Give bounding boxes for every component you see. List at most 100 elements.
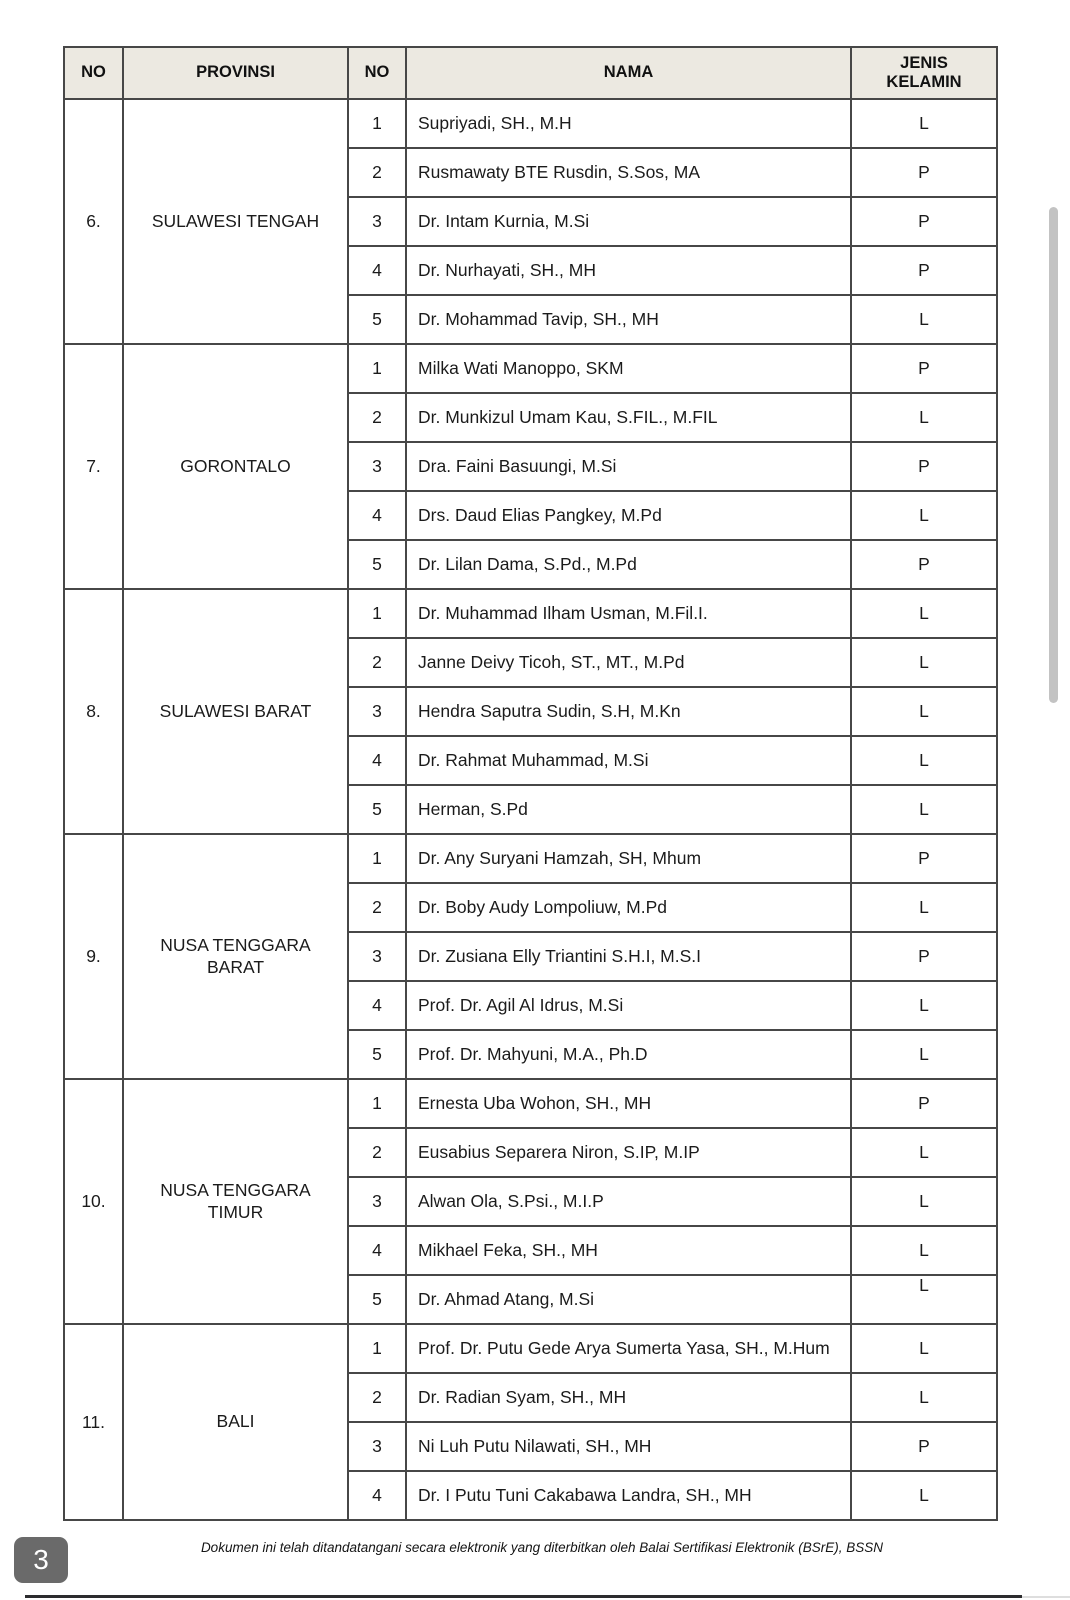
province-cell: NUSA TENGGARA TIMUR [122, 1078, 349, 1325]
gender-cell: L [850, 1225, 998, 1276]
table-row: 4 Prof. Dr. Agil Al Idrus, M.Si L [64, 980, 998, 1031]
gender-cell: P [850, 1078, 998, 1129]
gender-cell: P [850, 196, 998, 247]
member-number-cell: 5 [347, 1029, 407, 1080]
gender-cell: P [850, 931, 998, 982]
member-number-cell: 1 [347, 833, 407, 884]
province-names-table: NO PROVINSI NO NAMA JENIS KELAMIN 6. SULA… [63, 46, 998, 1521]
table-row: 4 Drs. Daud Elias Pangkey, M.Pd L [64, 490, 998, 541]
member-number-cell: 3 [347, 931, 407, 982]
table-row: 5 Dr. Mohammad Tavip, SH., MH L [64, 294, 998, 345]
member-name-cell: Janne Deivy Ticoh, ST., MT., M.Pd [405, 637, 852, 688]
table-row: 2 Rusmawaty BTE Rusdin, S.Sos, MA P [64, 147, 998, 198]
table-row: 8. SULAWESI BARAT 1 Dr. Muhammad Ilham Usma… [63, 588, 998, 835]
member-name-cell: Dr. Mohammad Tavip, SH., MH [405, 294, 852, 345]
table-row: 2 Dr. Munkizul Umam Kau, S.FIL., M.FIL L [64, 392, 998, 443]
member-name-cell: Dr. Lilan Dama, S.Pd., M.Pd [405, 539, 852, 590]
member-number-cell: 2 [347, 882, 407, 933]
member-name-cell: Prof. Dr. Agil Al Idrus, M.Si [405, 980, 852, 1031]
gender-cell: L [850, 882, 998, 933]
member-name-cell: Dr. Munkizul Umam Kau, S.FIL., M.FIL [405, 392, 852, 443]
member-number-cell: 4 [347, 1470, 407, 1521]
province-cell: SULAWESI TENGAH [122, 98, 349, 345]
table-row: 3 Dra. Faini Basuungi, M.Si P [64, 441, 998, 492]
member-name-cell: Dr. I Putu Tuni Cakabawa Landra, SH., MH [405, 1470, 852, 1521]
member-number-cell: 5 [347, 784, 407, 835]
gender-cell: L [850, 1323, 998, 1374]
member-number-cell: 3 [347, 686, 407, 737]
member-name-cell: Dr. Any Suryani Hamzah, SH, Mhum [405, 833, 852, 884]
gender-cell: P [850, 539, 998, 590]
table-row: 5 Dr. Lilan Dama, S.Pd., M.Pd P [64, 539, 998, 590]
gender-cell: P [850, 833, 998, 884]
gender-cell: P [850, 245, 998, 296]
member-number-cell: 1 [347, 1078, 407, 1129]
gender-cell: L [850, 490, 998, 541]
province-cell: SULAWESI BARAT [122, 588, 349, 835]
table-row: 4 Mikhael Feka, SH., MH L [64, 1225, 998, 1276]
member-number-cell: 1 [347, 1323, 407, 1374]
table-row: 6. SULAWESI TENGAH 1 Supriyadi, SH., M.H L [63, 98, 998, 345]
gender-cell: P [850, 147, 998, 198]
table-row: 4 Dr. Rahmat Muhammad, M.Si L [64, 735, 998, 786]
gender-cell: L [850, 588, 998, 639]
gender-cell: L [850, 686, 998, 737]
member-number-cell: 4 [347, 1225, 407, 1276]
member-name-cell: Prof. Dr. Mahyuni, M.A., Ph.D [405, 1029, 852, 1080]
member-name-cell: Mikhael Feka, SH., MH [405, 1225, 852, 1276]
electronic-signature-note: Dokumen ini telah ditandatangani secara … [200, 1540, 884, 1555]
member-number-cell: 2 [347, 147, 407, 198]
member-name-cell: Dra. Faini Basuungi, M.Si [405, 441, 852, 492]
gender-cell: L [850, 784, 998, 835]
group-number-cell: 8. [63, 588, 124, 835]
table-row: 11. BALI 1 Prof. Dr. Putu Gede Arya Sumerta… [63, 1323, 998, 1521]
member-name-cell: Dr. Muhammad Ilham Usman, M.Fil.I. [405, 588, 852, 639]
page-number-badge: 3 [14, 1537, 68, 1583]
table-row: 2 Dr. Radian Syam, SH., MH L [64, 1372, 998, 1423]
member-name-cell: Dr. Ahmad Atang, M.Si [405, 1274, 852, 1325]
page-bottom-edge-line [25, 1595, 1022, 1598]
header-cell-jenis-kelamin: JENIS KELAMIN [850, 46, 998, 100]
member-number-cell: 4 [347, 980, 407, 1031]
member-number-cell: 1 [347, 98, 407, 149]
member-name-cell: Supriyadi, SH., M.H [405, 98, 852, 149]
member-number-cell: 3 [347, 1421, 407, 1472]
scrollbar-thumb[interactable] [1049, 207, 1058, 703]
province-cell: BALI [122, 1323, 349, 1521]
member-name-cell: Prof. Dr. Putu Gede Arya Sumerta Yasa, S… [405, 1323, 852, 1374]
table-row: 3 Hendra Saputra Sudin, S.H, M.Kn L [64, 686, 998, 737]
member-name-cell: Dr. Rahmat Muhammad, M.Si [405, 735, 852, 786]
member-name-cell: Rusmawaty BTE Rusdin, S.Sos, MA [405, 147, 852, 198]
member-name-cell: Alwan Ola, S.Psi., M.I.P [405, 1176, 852, 1227]
gender-cell: L [850, 1029, 998, 1080]
header-cell-provinsi: PROVINSI [122, 46, 349, 100]
table-row: 2 Eusabius Separera Niron, S.IP, M.IP L [64, 1127, 998, 1178]
gender-cell: L [850, 1127, 998, 1178]
gender-cell: L [850, 294, 998, 345]
member-number-cell: 2 [347, 1127, 407, 1178]
page-number-label: 3 [33, 1544, 49, 1575]
member-name-cell: Herman, S.Pd [405, 784, 852, 835]
member-number-cell: 4 [347, 735, 407, 786]
member-name-cell: Dr. Zusiana Elly Triantini S.H.I, M.S.I [405, 931, 852, 982]
table-row: 3 Dr. Intam Kurnia, M.Si P [64, 196, 998, 247]
group-number-cell: 11. [63, 1323, 124, 1521]
table-row: 3 Alwan Ola, S.Psi., M.I.P L [64, 1176, 998, 1227]
table-row: 9. NUSA TENGGARA BARAT 1 Dr. Any Suryani Ha… [63, 833, 998, 1080]
table-row: 2 Dr. Boby Audy Lompoliuw, M.Pd L [64, 882, 998, 933]
table-row: 2 Janne Deivy Ticoh, ST., MT., M.Pd L [64, 637, 998, 688]
gender-cell: L [850, 1274, 998, 1325]
group-number-cell: 9. [63, 833, 124, 1080]
member-number-cell: 3 [347, 441, 407, 492]
member-number-cell: 2 [347, 637, 407, 688]
member-number-cell: 5 [347, 1274, 407, 1325]
gender-cell: L [850, 392, 998, 443]
table-row: 10. NUSA TENGGARA TIMUR 1 Ernesta Uba Wohon… [63, 1078, 998, 1325]
group-number-cell: 7. [63, 343, 124, 590]
gender-cell: L [850, 98, 998, 149]
member-name-cell: Hendra Saputra Sudin, S.H, M.Kn [405, 686, 852, 737]
table-body: 6. SULAWESI TENGAH 1 Supriyadi, SH., M.H L 2 R… [63, 98, 998, 1521]
member-number-cell: 3 [347, 1176, 407, 1227]
header-cell-member-no: NO [347, 46, 407, 100]
member-number-cell: 2 [347, 1372, 407, 1423]
